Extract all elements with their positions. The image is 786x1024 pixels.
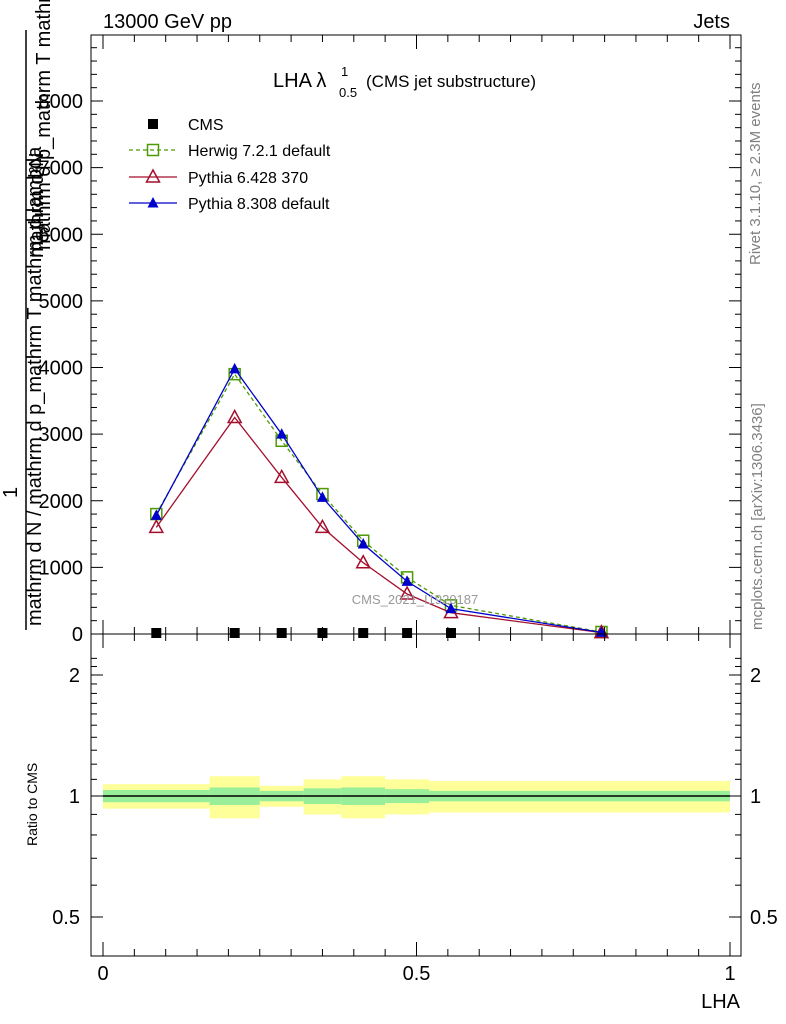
y-tick-label: 1000 [39,557,84,579]
rivet-label: Rivet 3.1.10, ≥ 2.3M events [747,83,764,266]
legend: CMS Herwig 7.2.1 default Pythia 6.428 370 P… [129,117,331,213]
data-point [148,518,165,534]
header-left: 13000 GeV pp [103,11,232,33]
series-pythia-8-308-default [150,362,607,637]
title-sub: 0.5 [339,85,357,100]
legend-label: Pythia 8.308 default [188,196,330,213]
series-line [155,367,602,633]
ratio-y-tick-label: 0.5 [52,907,80,929]
legend-entry: Pythia 6.428 370 [129,168,308,187]
data-point [226,408,243,424]
data-point [399,585,415,600]
series-line [155,372,602,633]
ylabel-denominator: mathrm d N / mathrm d p_mathrm T mathrm … [24,146,46,626]
x-tick-label: 0.5 [403,963,431,985]
data-point [357,538,369,549]
y-tick-label: 4000 [39,358,84,380]
header-right: Jets [693,11,730,33]
data-point [276,428,288,439]
data-point [229,362,241,374]
data-point [314,518,331,534]
legend-label: Pythia 6.428 370 [188,170,308,187]
y-tick-label: 5000 [39,291,84,313]
data-point [151,628,162,639]
ratio-y-tick-label-right: 1 [750,786,761,808]
data-point [229,628,240,639]
data-point [148,119,158,129]
y-tick-label: 0 [72,624,83,646]
data-point [358,628,369,639]
data-point [316,491,328,502]
watermark: CMS_2021_I1920187 [352,592,479,607]
data-point [276,628,287,639]
ylabel-one: 1 [0,487,22,498]
legend-entry: CMS [148,117,224,134]
ratio-y-tick-label-right: 0.5 [750,907,778,929]
ratio-y-tick-label-right: 2 [750,665,761,687]
title-subtitle: (CMS jet substructure) [366,72,536,91]
ylabel-denominator-extra: mathrm d p_mathrm T mathrm d lambda [33,0,55,250]
y-tick-label: 2000 [39,491,84,513]
legend-label: Herwig 7.2.1 default [188,143,331,160]
data-point [445,602,457,614]
data-point [402,628,413,639]
legend-label: CMS [188,117,224,134]
data-point [401,575,413,586]
main-ylabel: mathrm d²N 1 mathrm d N / mathrm d p_mat… [0,0,55,630]
x-axis-label: LHA [701,991,741,1013]
y-tick-label: 3000 [39,424,84,446]
mcplots-label: mcplots.cern.ch [arXiv:1306.3436] [749,403,766,630]
x-tick-label: 0 [97,963,108,985]
y-tick-label: 6000 [39,224,84,246]
x-tick-label: 1 [724,963,735,985]
legend-entry: Pythia 8.308 default [129,196,330,213]
y-tick-label: 8000 [39,91,84,113]
title-main: LHA λ [273,70,326,92]
data-point [147,197,159,208]
data-point [146,143,160,157]
title-sup: 1 [341,64,348,79]
ylabel-numerator-top: mathrm d²N [26,152,48,258]
series-line [155,416,602,634]
data-point [150,509,162,520]
chart-title: LHA λ 1 0.5 (CMS jet substructure) [273,64,536,100]
legend-entry: Herwig 7.2.1 default [129,143,331,160]
y-tick-label: 7000 [39,158,84,180]
data-point [145,168,161,183]
ratio-ylabel: Ratio to CMS [24,763,40,846]
data-point [273,468,290,484]
ratio-y-tick-label: 2 [69,665,80,687]
data-point [445,628,456,639]
ratio-y-tick-label: 1 [69,786,80,808]
data-point [355,554,371,569]
